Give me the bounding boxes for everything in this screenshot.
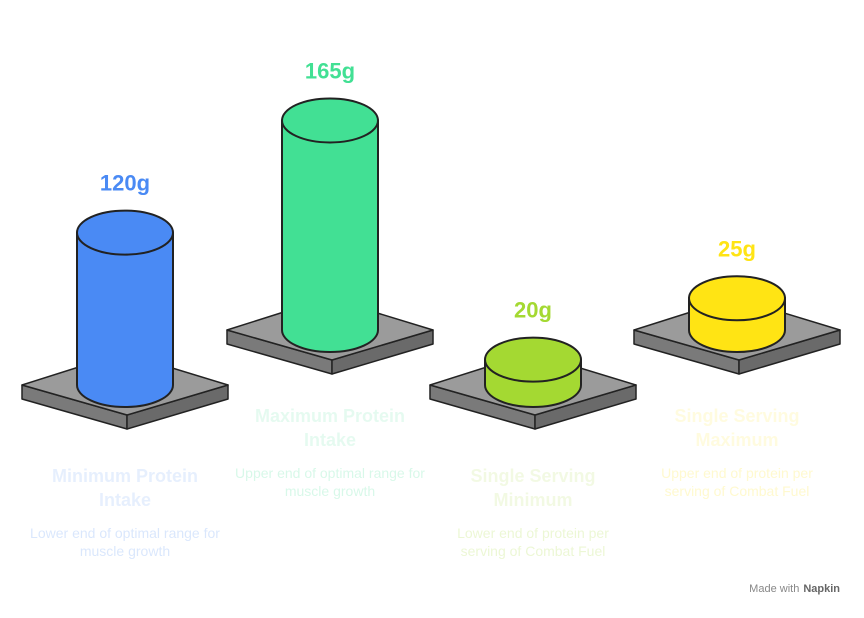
item-title: Single Serving Maximum xyxy=(674,406,800,450)
cylinder-top xyxy=(281,97,379,144)
item-description: Upper end of optimal range for muscle gr… xyxy=(235,465,425,499)
item-title: Minimum Protein Intake xyxy=(51,466,198,510)
value-label: 20g xyxy=(514,298,552,323)
cylinder xyxy=(281,119,379,353)
item-title: Maximum Protein Intake xyxy=(254,406,406,450)
value-label: 25g xyxy=(718,236,756,261)
cylinder-top xyxy=(688,275,786,322)
value-label: 165g xyxy=(305,58,355,83)
footer-text: Made with xyxy=(749,583,800,595)
value-label: 120g xyxy=(100,171,150,196)
cylinder-top xyxy=(76,209,174,256)
item-title: Single Serving Minimum xyxy=(470,466,596,510)
footer: Made with Napkin xyxy=(745,583,840,595)
item-description: Upper end of protein per serving of Comb… xyxy=(661,465,813,499)
item-description: Lower end of protein per serving of Comb… xyxy=(457,525,609,559)
footer-brand: Napkin xyxy=(803,583,840,595)
cylinder xyxy=(76,231,174,408)
item-description: Lower end of optimal range for muscle gr… xyxy=(30,525,220,559)
cylinder-top xyxy=(484,336,582,383)
